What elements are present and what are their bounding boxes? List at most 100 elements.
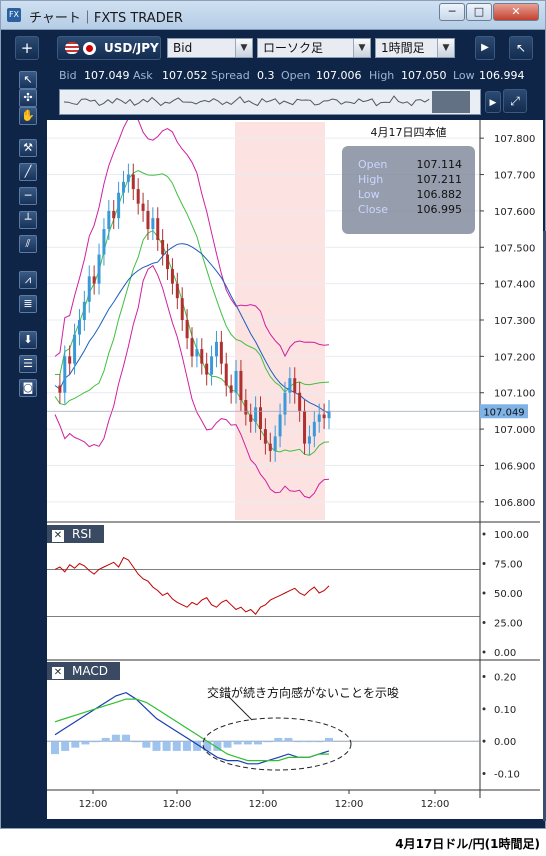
macd-histogram-bar <box>203 741 212 751</box>
list-icon[interactable]: ☰ <box>19 355 37 373</box>
macd-histogram-bar <box>223 741 232 748</box>
spread-label: Spread <box>211 69 250 82</box>
moving-average <box>54 243 330 414</box>
title-bar[interactable]: FX チャート｜FXTS TRADER ─ □ ✕ <box>1 1 545 30</box>
y-tick-label: 0.00 <box>494 648 516 659</box>
add-chart-button[interactable]: + <box>15 36 39 60</box>
ohlc-row-low: Low 106.882 <box>358 188 468 203</box>
rsi-line <box>54 556 330 615</box>
ohlc-value: 106.995 <box>416 203 463 216</box>
candle-body <box>68 356 72 364</box>
close-icon[interactable]: ✕ <box>52 530 64 542</box>
ask-label: Ask <box>133 69 153 82</box>
macd-histogram-bar <box>172 741 181 751</box>
macd-histogram-bar <box>152 741 161 751</box>
rsi-label: RSI <box>72 527 92 541</box>
low-label: Low <box>453 69 475 82</box>
symbol-button[interactable]: USD/JPY <box>57 36 161 60</box>
macd-histogram-bar <box>314 741 323 743</box>
trendline-icon[interactable]: ╱ <box>19 163 37 181</box>
y-tick-dot <box>482 591 486 595</box>
navigator-next-button[interactable]: ▶ <box>485 91 501 113</box>
close-icon[interactable]: ✕ <box>52 667 64 679</box>
macd-histogram-bar <box>325 737 333 742</box>
x-tick-label: 12:00 <box>163 799 192 810</box>
candle-body <box>239 370 243 400</box>
timeframe-value: 1時間足 <box>381 41 425 55</box>
chart-type-value: ローソク足 <box>263 41 324 55</box>
candle-body <box>107 210 111 230</box>
close-button[interactable]: ✕ <box>493 3 539 21</box>
horizontal-line-icon[interactable]: ─ <box>19 187 37 205</box>
ohlc-label: High <box>358 173 384 186</box>
hammer-icon[interactable]: ⚒ <box>19 139 37 157</box>
candle-body <box>82 301 86 320</box>
x-tick-label: 12:00 <box>79 799 108 810</box>
candle-body <box>126 174 130 182</box>
ohlc-title: 4月17日四本値 <box>370 126 447 139</box>
y-tick-dot <box>482 562 486 565</box>
vertical-line-icon[interactable]: ┴ <box>19 211 37 229</box>
chart-type-select[interactable]: ローソク足 ▼ <box>257 38 371 58</box>
y-tick-label: 107.700 <box>494 171 535 182</box>
maximize-button[interactable]: □ <box>466 3 492 21</box>
spread-value: 0.3 <box>257 69 275 82</box>
open-value: 107.006 <box>316 69 362 82</box>
candle-body <box>161 240 165 255</box>
macd-panel-tag[interactable]: ✕ MACD <box>47 662 120 680</box>
y-tick-label: 107.200 <box>494 352 535 363</box>
cursor-icon[interactable]: ↖ <box>19 71 37 89</box>
fibonacci-icon[interactable]: ≣ <box>19 295 37 313</box>
auto-scroll-icon[interactable]: ⤢ <box>503 89 527 113</box>
macd-histogram-bar <box>71 741 80 748</box>
annotation-ellipse <box>202 717 352 771</box>
crosshair-icon[interactable]: ✣ <box>19 89 37 107</box>
macd-histogram-bar <box>122 734 131 742</box>
candle-body <box>73 334 77 364</box>
candle-body <box>259 407 262 430</box>
ohlc-value: 107.114 <box>416 158 463 171</box>
y-tick-label: -0.10 <box>494 770 520 781</box>
navigator-scrollbar[interactable] <box>59 89 481 115</box>
expand-icon[interactable]: ↖ <box>509 36 533 60</box>
macd-histogram-bar <box>162 741 171 751</box>
candle-body <box>307 436 311 444</box>
channel-icon[interactable]: ⫽ <box>19 235 37 253</box>
chart-canvas[interactable]: 107.800 107.700 107.600 107.500 107.400 107.3… <box>47 117 543 819</box>
y-tick-dot <box>482 674 486 678</box>
download-icon[interactable]: ⬇ <box>19 331 37 349</box>
macd-histogram-bar <box>182 741 191 751</box>
candle-body <box>249 414 253 422</box>
toolbar-scroll-button[interactable]: ▶ <box>475 36 495 60</box>
ohlc-value: 107.211 <box>416 173 463 186</box>
y-tick-label: 107.800 <box>494 134 535 145</box>
y-tick-label: 107.300 <box>494 316 535 327</box>
candle-body <box>205 363 209 375</box>
ohlc-label: Open <box>358 158 388 171</box>
timeframe-select[interactable]: 1時間足 ▼ <box>375 38 455 58</box>
y-tick-label: 107.000 <box>494 425 535 436</box>
y-tick-label: 107.100 <box>494 389 535 400</box>
chevron-down-icon: ▼ <box>353 39 370 57</box>
signal-line <box>54 698 329 762</box>
price-type-select[interactable]: Bid ▼ <box>167 38 253 58</box>
fan-icon[interactable]: ⩘ <box>19 271 37 289</box>
high-label: High <box>369 69 395 82</box>
candle-body <box>102 229 106 255</box>
right-edge-scrollbar[interactable] <box>543 231 546 821</box>
candle-body <box>131 174 135 190</box>
minimize-button[interactable]: ─ <box>439 3 465 21</box>
camera-icon[interactable]: ◙ <box>19 379 37 397</box>
macd-histogram-bar <box>274 737 283 742</box>
macd-histogram-bar <box>233 741 242 745</box>
hand-icon[interactable]: ✋ <box>19 107 37 125</box>
macd-histogram-bar <box>132 741 141 743</box>
navigator-sparkline <box>63 91 470 113</box>
macd-histogram-bar <box>91 741 100 743</box>
candle-body <box>185 320 189 339</box>
candle-body <box>151 218 155 230</box>
candle-body <box>312 421 316 437</box>
rsi-panel-tag[interactable]: ✕ RSI <box>47 525 104 543</box>
annotation-arrow <box>226 694 253 721</box>
candle-body <box>234 370 238 393</box>
